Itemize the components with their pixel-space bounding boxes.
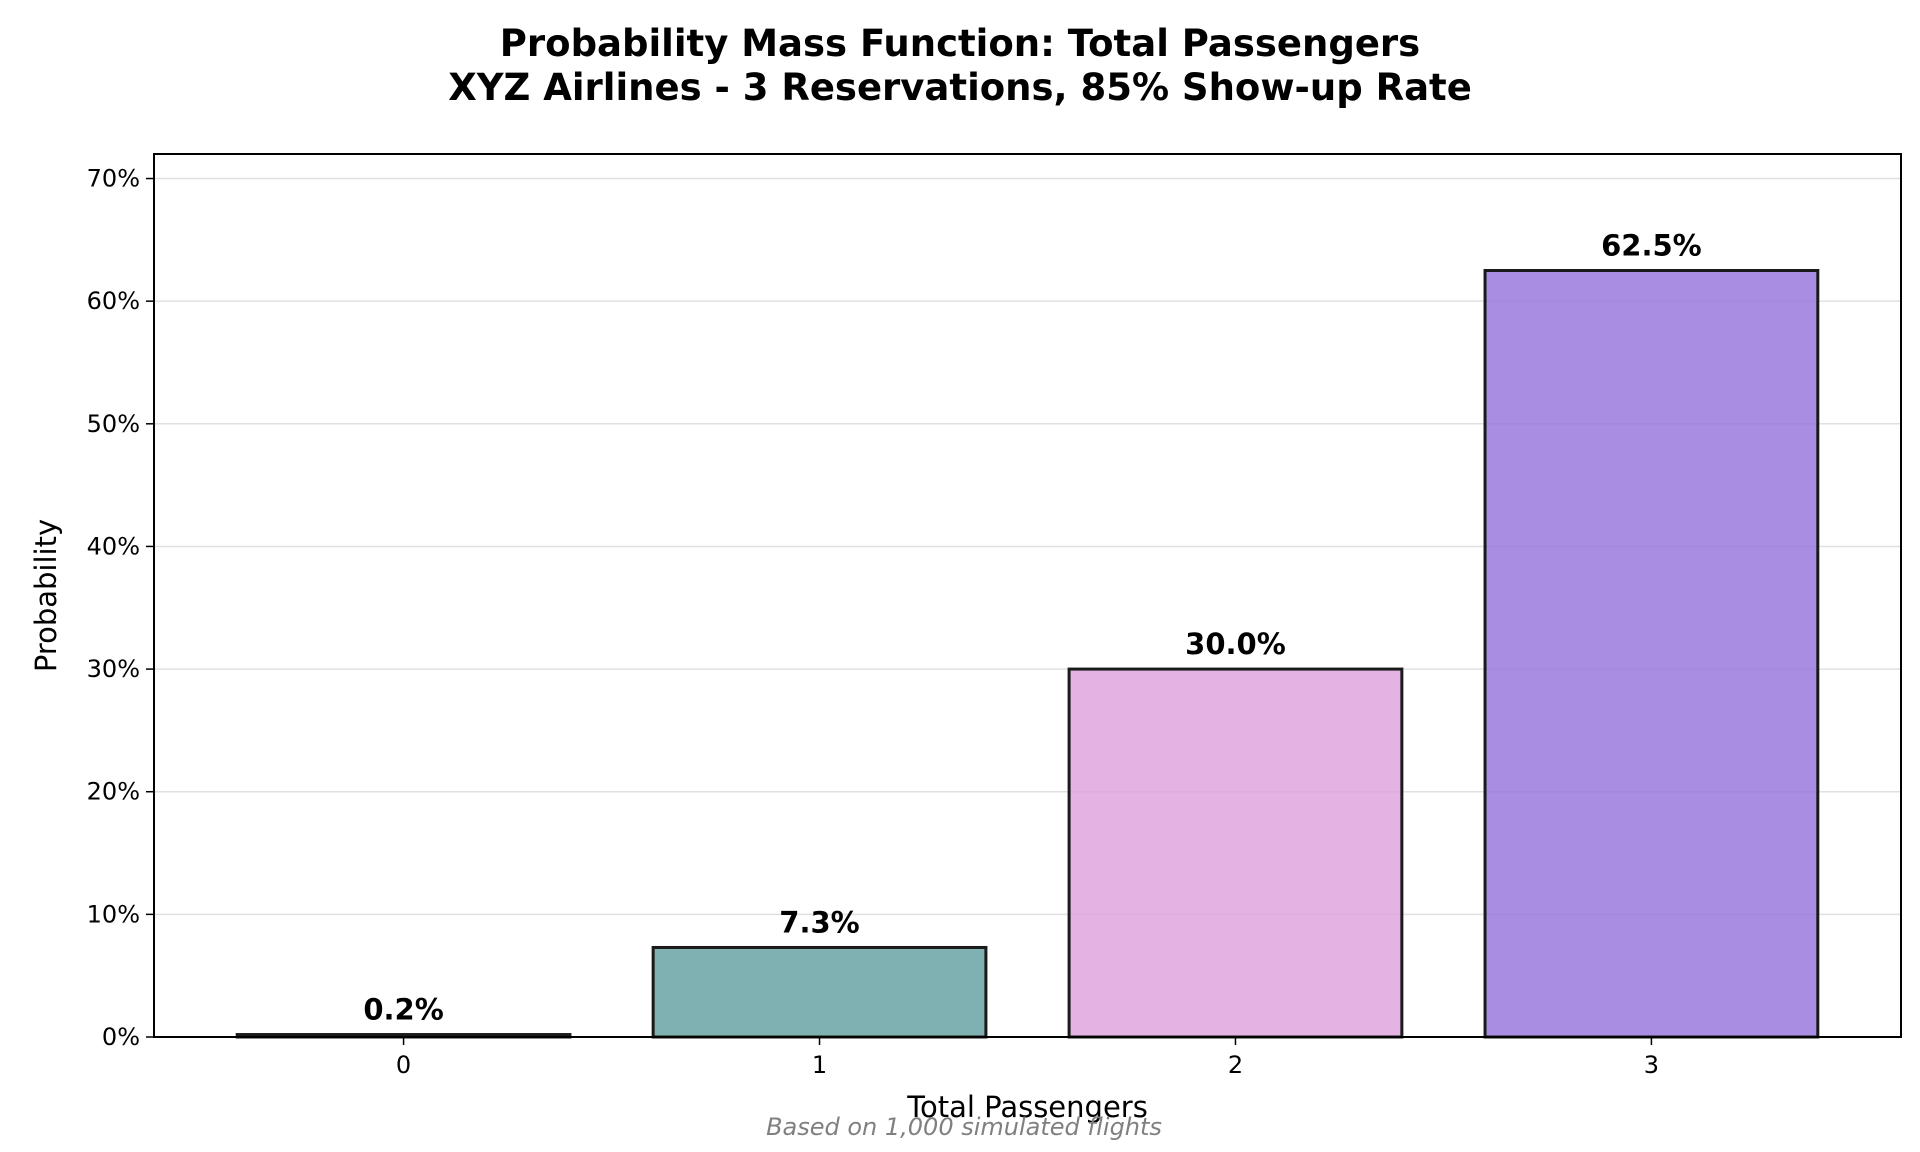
bar-2 bbox=[1067, 667, 1404, 1039]
chart-title: Probability Mass Function: Total Passeng… bbox=[500, 22, 1420, 65]
data-label-3: 62.5% bbox=[1601, 229, 1702, 263]
bar-3 bbox=[1483, 269, 1820, 1039]
xtick-label-3: 3 bbox=[1644, 1051, 1659, 1079]
plot-frame bbox=[153, 153, 1902, 1038]
ytick-label-70: 70% bbox=[87, 165, 140, 193]
data-label-1: 7.3% bbox=[779, 905, 859, 939]
chart-subtitle: XYZ Airlines - 3 Reservations, 85% Show-… bbox=[448, 66, 1472, 109]
bars bbox=[235, 269, 1820, 1039]
ytick-label-50: 50% bbox=[87, 410, 140, 438]
xtick-label-1: 1 bbox=[812, 1051, 827, 1079]
x-axis-label: Total Passengers bbox=[906, 1090, 1148, 1124]
ytick-label-60: 60% bbox=[87, 287, 140, 315]
y-axis-ticks: 0% 10% 20% 30% 40% 50% 60% 70% bbox=[87, 165, 154, 1051]
data-labels: 0.2% 7.3% 30.0% 62.5% bbox=[363, 229, 1701, 1027]
bar-1 bbox=[651, 945, 988, 1039]
footnote: Based on 1,000 simulated flights bbox=[766, 1113, 1162, 1141]
y-axis-label: Probability bbox=[29, 519, 63, 672]
ytick-label-20: 20% bbox=[87, 778, 140, 806]
xtick-label-0: 0 bbox=[396, 1051, 411, 1079]
ytick-label-10: 10% bbox=[87, 900, 140, 928]
xtick-label-2: 2 bbox=[1228, 1051, 1243, 1079]
data-label-2: 30.0% bbox=[1185, 627, 1286, 661]
data-label-0: 0.2% bbox=[363, 993, 443, 1027]
ytick-label-40: 40% bbox=[87, 532, 140, 560]
x-axis-ticks: 0 1 2 3 bbox=[396, 1037, 1659, 1079]
ytick-label-0: 0% bbox=[102, 1023, 140, 1051]
ytick-label-30: 30% bbox=[87, 655, 140, 683]
